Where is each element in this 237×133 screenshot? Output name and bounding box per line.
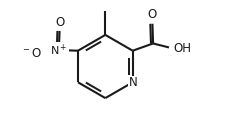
Text: OH: OH [173, 42, 191, 55]
Text: O: O [55, 16, 64, 29]
Text: N: N [129, 76, 138, 90]
Text: $^-$O: $^-$O [21, 47, 42, 60]
Text: O: O [148, 8, 157, 21]
Text: N$^+$: N$^+$ [50, 42, 68, 58]
